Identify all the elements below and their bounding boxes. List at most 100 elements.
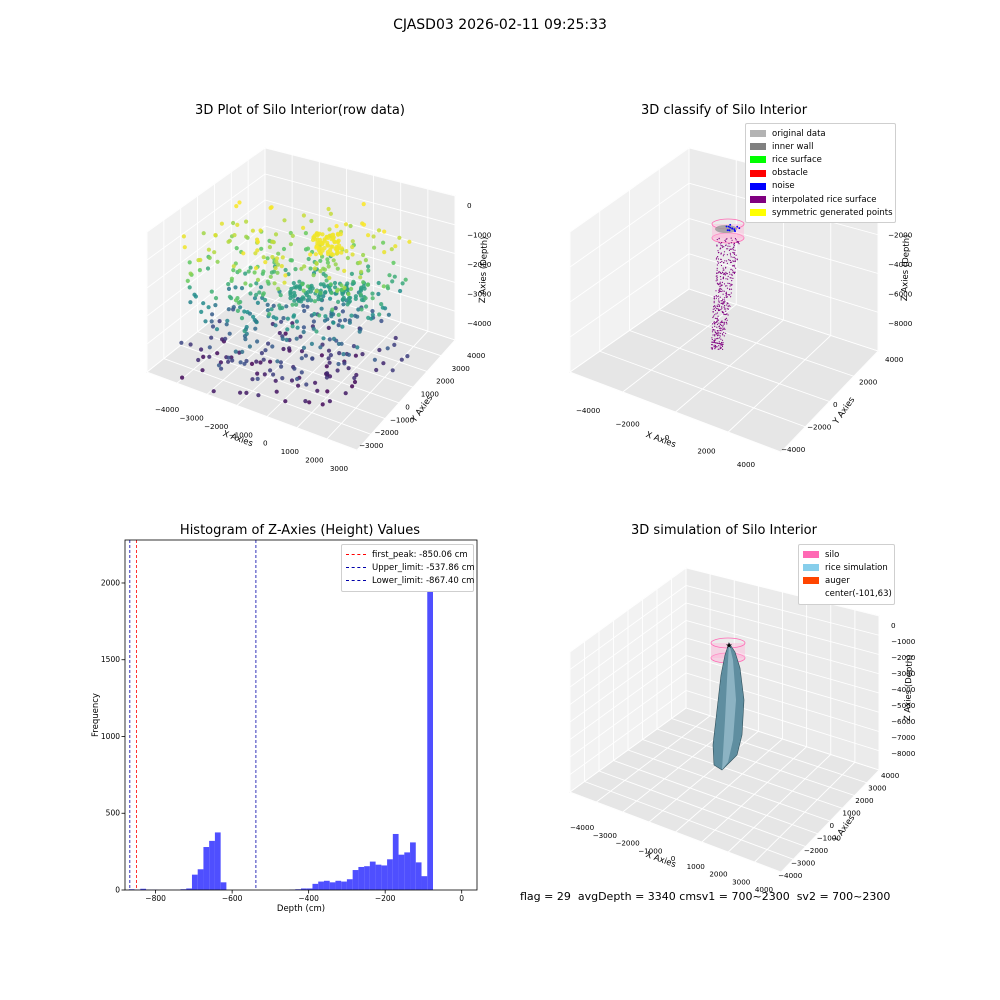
histogram-bar (427, 558, 433, 890)
plot1-point (296, 383, 301, 388)
legend-swatch (750, 156, 766, 164)
plot1-point (312, 311, 317, 317)
plot4-y-tick: 4000 (881, 771, 900, 780)
histogram-bar (306, 888, 313, 890)
plot1-point (243, 337, 248, 342)
plot2-interp-point (712, 308, 714, 310)
plot1-point (293, 267, 298, 272)
plot2-interp-point (732, 247, 735, 249)
plot1-point (276, 286, 281, 291)
plot2-interp-point (720, 338, 722, 340)
plot2-interp-point (733, 244, 735, 246)
plot4-x-tick: 4000 (755, 885, 774, 894)
plot2-interp-point (719, 276, 722, 278)
plot2-interp-point (718, 271, 720, 273)
plot1-point (292, 366, 297, 371)
plot2-interp-point (724, 313, 727, 316)
plot1-point (182, 245, 187, 250)
plot2-noise-point (727, 225, 730, 228)
plot1-y-tick: 0 (405, 402, 410, 411)
plot1-point (315, 237, 320, 242)
plot1-point (341, 295, 346, 300)
plot1-point (328, 296, 333, 301)
plot1-y-tick: −1000 (390, 415, 415, 424)
plot2-interp-point (715, 346, 717, 348)
histogram-ylabel: Frequency (91, 693, 101, 737)
plot1-point (223, 336, 228, 341)
plot2-interp-point (722, 343, 724, 345)
plot1-point (353, 294, 358, 299)
plot1-point (379, 318, 384, 324)
plot1-point (316, 297, 321, 302)
plot2-classify-scatter3d: −4000 −2000 0 2000 4000 −4000 −2000 0 2000 4000 −8… (569, 147, 913, 469)
plot1-point (267, 245, 272, 250)
plot2-interp-point (715, 313, 717, 315)
plot3-legend: first_peak: -850.06 cm Upper_limit: -537.… (341, 544, 475, 592)
plot1-point (307, 295, 312, 300)
plot2-interp-point (725, 310, 727, 312)
plot2-interp-point (717, 331, 719, 333)
plot2-interp-point (719, 346, 721, 348)
plot1-point (386, 312, 391, 317)
plot1-point (353, 353, 358, 358)
histogram-bar (387, 859, 393, 890)
plot2-interp-point (717, 250, 719, 252)
plot2-interp-point (711, 337, 713, 339)
plot2-interp-point (722, 311, 724, 314)
plot2-interp-point (717, 337, 719, 339)
plot1-point (371, 234, 376, 239)
plot2-z-tick: −4000 (888, 260, 913, 269)
plot2-interp-point (733, 264, 735, 266)
plot2-interp-point (723, 327, 725, 329)
plot1-point (387, 273, 392, 278)
plot2-interp-point (718, 291, 720, 293)
plot2-interp-point (718, 345, 720, 347)
plot1-point (393, 244, 398, 249)
plot1-point (405, 354, 410, 359)
plot1-point (238, 390, 243, 395)
legend-item: rice surface (750, 153, 891, 166)
plot2-interp-point (723, 299, 725, 301)
plot1-point (269, 205, 274, 210)
plot2-interp-point (718, 309, 720, 311)
plot2-interp-point (734, 252, 736, 254)
plot2-interp-point (738, 243, 740, 245)
plot1-point (201, 301, 206, 306)
plot1-point (284, 337, 289, 342)
plot1-point (314, 261, 319, 266)
plot1-point (274, 316, 279, 321)
plot2-interp-point (713, 305, 715, 307)
plot1-point (345, 255, 350, 261)
plot1-point (254, 281, 259, 286)
plot1-point (317, 313, 322, 318)
plot1-point (372, 357, 377, 362)
plot1-point (343, 318, 348, 323)
plot2-interp-point (716, 312, 719, 314)
plot2-interp-point (720, 285, 722, 287)
plot2-interp-point (721, 307, 723, 309)
plot2-interp-point (717, 315, 719, 317)
legend-item: interpolated rice surface (750, 193, 891, 206)
plot1-point (185, 278, 190, 283)
plot1-point (300, 281, 305, 287)
plot1-point (346, 366, 351, 371)
plot2-interp-point (727, 294, 729, 296)
plot1-point (312, 299, 317, 304)
plot2-interp-point (723, 313, 725, 315)
plot1-x-tick: 2000 (305, 456, 324, 465)
plot2-interp-point (732, 277, 734, 279)
plot2-interp-point (715, 258, 718, 260)
plot2-interp-point (728, 259, 730, 261)
plot1-point (188, 342, 193, 347)
plot1-point (301, 325, 306, 330)
plot2-interp-point (713, 300, 715, 302)
plot2-interp-point (719, 248, 721, 250)
plot2-interp-point (721, 271, 724, 273)
plot2-interp-point (723, 323, 726, 325)
plot1-point (240, 349, 245, 354)
plot2-interp-point (719, 327, 721, 329)
plot2-interp-point (714, 314, 716, 316)
plot1-point (392, 274, 397, 279)
plot1-point (392, 342, 397, 347)
plot1-point (261, 269, 266, 274)
